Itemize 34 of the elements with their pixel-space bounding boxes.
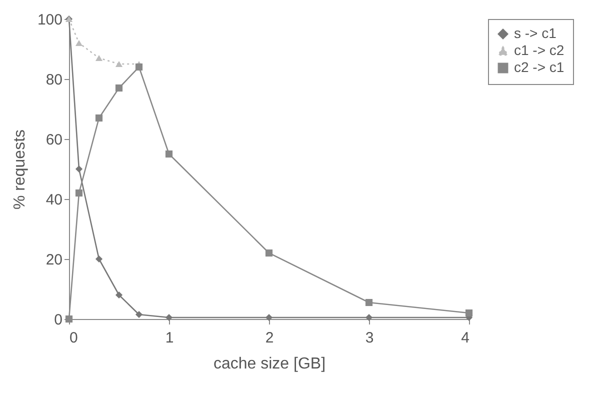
x-tick-label: 3 [365, 330, 374, 346]
y-axis-title: % requests [11, 129, 28, 210]
y-tick-label: 100 [37, 12, 62, 28]
point [265, 249, 273, 257]
point [365, 314, 373, 322]
point [265, 314, 273, 322]
point [95, 255, 103, 263]
x-axis-title: cache size [GB] [213, 356, 326, 372]
point [165, 314, 173, 322]
point [115, 60, 123, 68]
point [115, 84, 123, 92]
point [95, 54, 103, 62]
x-tick-label: 2 [265, 330, 274, 346]
point [135, 310, 143, 318]
x-tick-label: 4 [461, 330, 470, 346]
y-tick-label: 20 [46, 252, 62, 268]
y-tick-label: 40 [46, 192, 62, 208]
point [465, 309, 473, 317]
y-tick-label: 60 [46, 132, 62, 148]
y-tick-label: 80 [46, 72, 62, 88]
point [75, 189, 83, 197]
point [95, 114, 103, 122]
x-tick-label: 1 [165, 330, 174, 346]
point [75, 40, 83, 46]
x-tick-label: 0 [70, 330, 78, 346]
point [165, 150, 173, 158]
point [365, 298, 373, 306]
legend-label: c2 -> c1 [514, 59, 564, 75]
point [115, 291, 123, 299]
point [135, 63, 143, 71]
y-tick-label: 0 [54, 312, 62, 328]
legend-label: s -> c1 [514, 25, 557, 41]
legend-label: c1 -> c2 [514, 42, 564, 58]
point [75, 165, 83, 173]
